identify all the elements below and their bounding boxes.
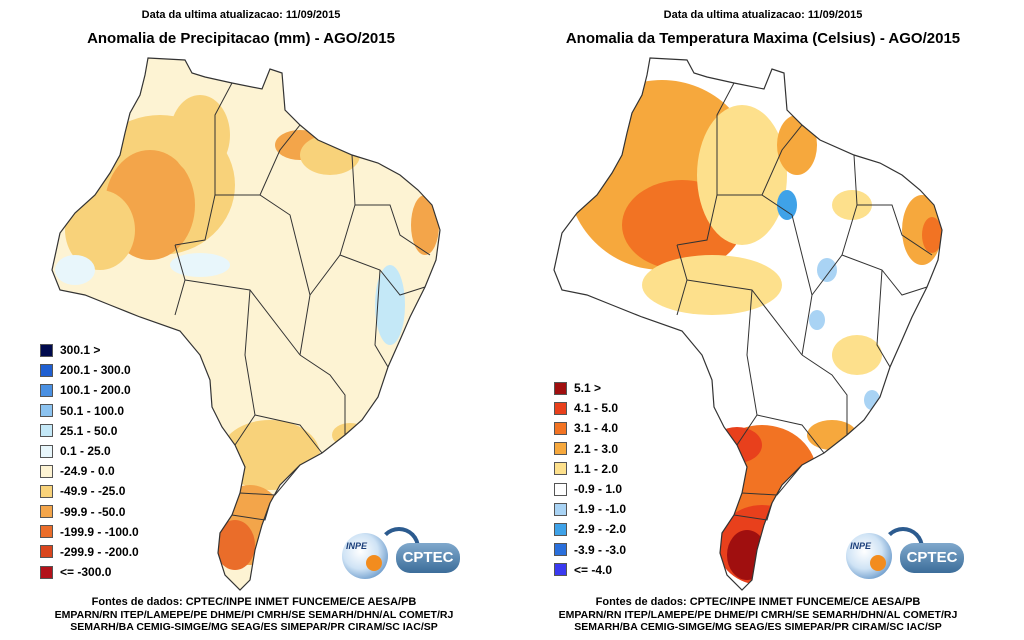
- precipitation-legend-label: 300.1 >: [60, 343, 101, 358]
- temperature-legend-label: -0.9 - 1.0: [574, 482, 623, 497]
- precipitation-legend-swatch: [40, 363, 53, 377]
- update-date-label: Data da ultima atualizacao: 11/09/2015: [663, 9, 863, 21]
- temperature-legend-label: 4.1 - 5.0: [574, 401, 619, 416]
- temperature-legend-label: -3.9 - -3.0: [574, 542, 627, 557]
- precipitation-legend-item: <= -300.0: [40, 562, 170, 582]
- inpe-cptec-logo: INPE CPTEC: [338, 525, 468, 585]
- precipitation-legend-item: -24.9 - 0.0: [40, 461, 170, 481]
- precipitation-legend-label: 200.1 - 300.0: [60, 363, 131, 378]
- precipitation-legend-label: 100.1 - 200.0: [60, 383, 131, 398]
- precipitation-legend-label: 25.1 - 50.0: [60, 423, 118, 438]
- temperature-legend-item: 5.1 >: [554, 378, 684, 398]
- temperature-legend-label: 3.1 - 4.0: [574, 421, 619, 436]
- precipitation-legend-swatch: [40, 565, 53, 579]
- temperature-legend: 5.1 > 4.1 - 5.0 3.1 - 4.0 2.1 - 3.0 1.1 - 2.…: [554, 378, 684, 580]
- precipitation-legend-item: -49.9 - -25.0: [40, 481, 170, 501]
- temperature-legend-item: -0.9 - 1.0: [554, 479, 684, 499]
- precipitation-legend-swatch: [40, 505, 53, 519]
- precipitation-legend-swatch: [40, 444, 53, 458]
- precipitation-legend-label: <= -300.0: [60, 565, 112, 580]
- precipitation-legend-label: 50.1 - 100.0: [60, 403, 125, 418]
- precipitation-legend-label: -24.9 - 0.0: [60, 464, 115, 479]
- precipitation-legend-item: 0.1 - 25.0: [40, 441, 170, 461]
- precipitation-legend-item: 100.1 - 200.0: [40, 380, 170, 400]
- precipitation-panel: Data da ultima atualizacao: 11/09/2015 A…: [0, 9, 510, 634]
- temperature-legend-item: -3.9 - -3.0: [554, 540, 684, 560]
- precipitation-legend-item: 200.1 - 300.0: [40, 360, 170, 380]
- precipitation-legend-swatch: [40, 424, 53, 438]
- temperature-legend-swatch: [554, 563, 567, 577]
- precipitation-legend-swatch: [40, 545, 53, 559]
- temperature-legend-swatch: [554, 543, 567, 557]
- cptec-logo: CPTEC: [900, 543, 964, 573]
- data-sources: Fontes de dados: CPTEC/INPE INMET FUNCEM…: [502, 596, 1014, 634]
- precipitation-legend-swatch: [40, 464, 53, 478]
- sun-icon: [366, 555, 382, 571]
- temperature-legend-item: 3.1 - 4.0: [554, 418, 684, 438]
- temperature-legend-swatch: [554, 421, 567, 435]
- inpe-logo-text: INPE: [850, 541, 872, 551]
- temperature-legend-label: <= -4.0: [574, 562, 613, 577]
- temperature-legend-item: 1.1 - 2.0: [554, 459, 684, 479]
- temperature-legend-swatch: [554, 502, 567, 516]
- temperature-legend-item: 2.1 - 3.0: [554, 439, 684, 459]
- precipitation-legend-item: 25.1 - 50.0: [40, 421, 170, 441]
- precipitation-legend-swatch: [40, 383, 53, 397]
- temperature-legend-label: 2.1 - 3.0: [574, 441, 619, 456]
- sources-line-2: EMPARN/RN ITEP/LAMEPE/PE DHME/PI CMRH/SE…: [54, 608, 454, 621]
- temperature-legend-label: 1.1 - 2.0: [574, 461, 619, 476]
- sources-title: Fontes de dados: CPTEC/INPE INMET FUNCEM…: [91, 596, 417, 608]
- temperature-legend-label: 5.1 >: [574, 381, 602, 396]
- temperature-legend-swatch: [554, 401, 567, 415]
- precipitation-legend-item: 300.1 >: [40, 340, 170, 360]
- temperature-legend-swatch: [554, 482, 567, 496]
- temperature-legend-swatch: [554, 462, 567, 476]
- precipitation-legend: 300.1 > 200.1 - 300.0 100.1 - 200.0 50.1 - …: [40, 340, 170, 582]
- update-date-label: Data da ultima atualizacao: 11/09/2015: [141, 9, 341, 21]
- sources-title: Fontes de dados: CPTEC/INPE INMET FUNCEM…: [595, 596, 921, 608]
- precipitation-legend-item: -299.9 - -200.0: [40, 542, 170, 562]
- precipitation-legend-label: -199.9 - -100.0: [60, 524, 139, 539]
- temperature-legend-label: -2.9 - -2.0: [574, 522, 627, 537]
- precipitation-legend-item: -99.9 - -50.0: [40, 502, 170, 522]
- temperature-legend-label: -1.9 - -1.0: [574, 502, 627, 517]
- temperature-legend-item: <= -4.0: [554, 560, 684, 580]
- cptec-logo: CPTEC: [396, 543, 460, 573]
- temperature-legend-item: -2.9 - -2.0: [554, 519, 684, 539]
- sources-line-2: EMPARN/RN ITEP/LAMEPE/PE DHME/PI CMRH/SE…: [558, 608, 958, 621]
- data-sources: Fontes de dados: CPTEC/INPE INMET FUNCEM…: [0, 596, 510, 634]
- precipitation-legend-swatch: [40, 343, 53, 357]
- precipitation-map: [51, 57, 441, 591]
- temperature-legend-item: 4.1 - 5.0: [554, 398, 684, 418]
- temperature-map-title: Anomalia da Temperatura Maxima (Celsius)…: [565, 30, 961, 47]
- precipitation-legend-item: 50.1 - 100.0: [40, 401, 170, 421]
- precipitation-legend-label: -299.9 - -200.0: [60, 544, 139, 559]
- precipitation-legend-swatch: [40, 484, 53, 498]
- precipitation-legend-item: -199.9 - -100.0: [40, 522, 170, 542]
- precipitation-legend-label: -99.9 - -50.0: [60, 504, 126, 519]
- temperature-legend-swatch: [554, 522, 567, 536]
- precipitation-legend-swatch: [40, 525, 53, 539]
- precipitation-legend-label: 0.1 - 25.0: [60, 444, 111, 459]
- precipitation-legend-label: -49.9 - -25.0: [60, 484, 126, 499]
- temperature-legend-swatch: [554, 442, 567, 456]
- precipitation-map-title: Anomalia de Precipitacao (mm) - AGO/2015: [87, 30, 395, 47]
- inpe-cptec-logo: INPE CPTEC: [842, 525, 972, 585]
- sources-line-3: SEMARH/BA CEMIG-SIMGE/MG SEAG/ES SIMEPAR…: [70, 621, 438, 633]
- precipitation-legend-swatch: [40, 404, 53, 418]
- sources-line-3: SEMARH/BA CEMIG-SIMGE/MG SEAG/ES SIMEPAR…: [574, 621, 942, 633]
- sun-icon: [870, 555, 886, 571]
- temperature-map: [553, 57, 943, 591]
- temperature-legend-swatch: [554, 381, 567, 395]
- temperature-legend-item: -1.9 - -1.0: [554, 499, 684, 519]
- temperature-panel: Data da ultima atualizacao: 11/09/2015 A…: [512, 0, 1024, 640]
- inpe-logo-text: INPE: [346, 541, 368, 551]
